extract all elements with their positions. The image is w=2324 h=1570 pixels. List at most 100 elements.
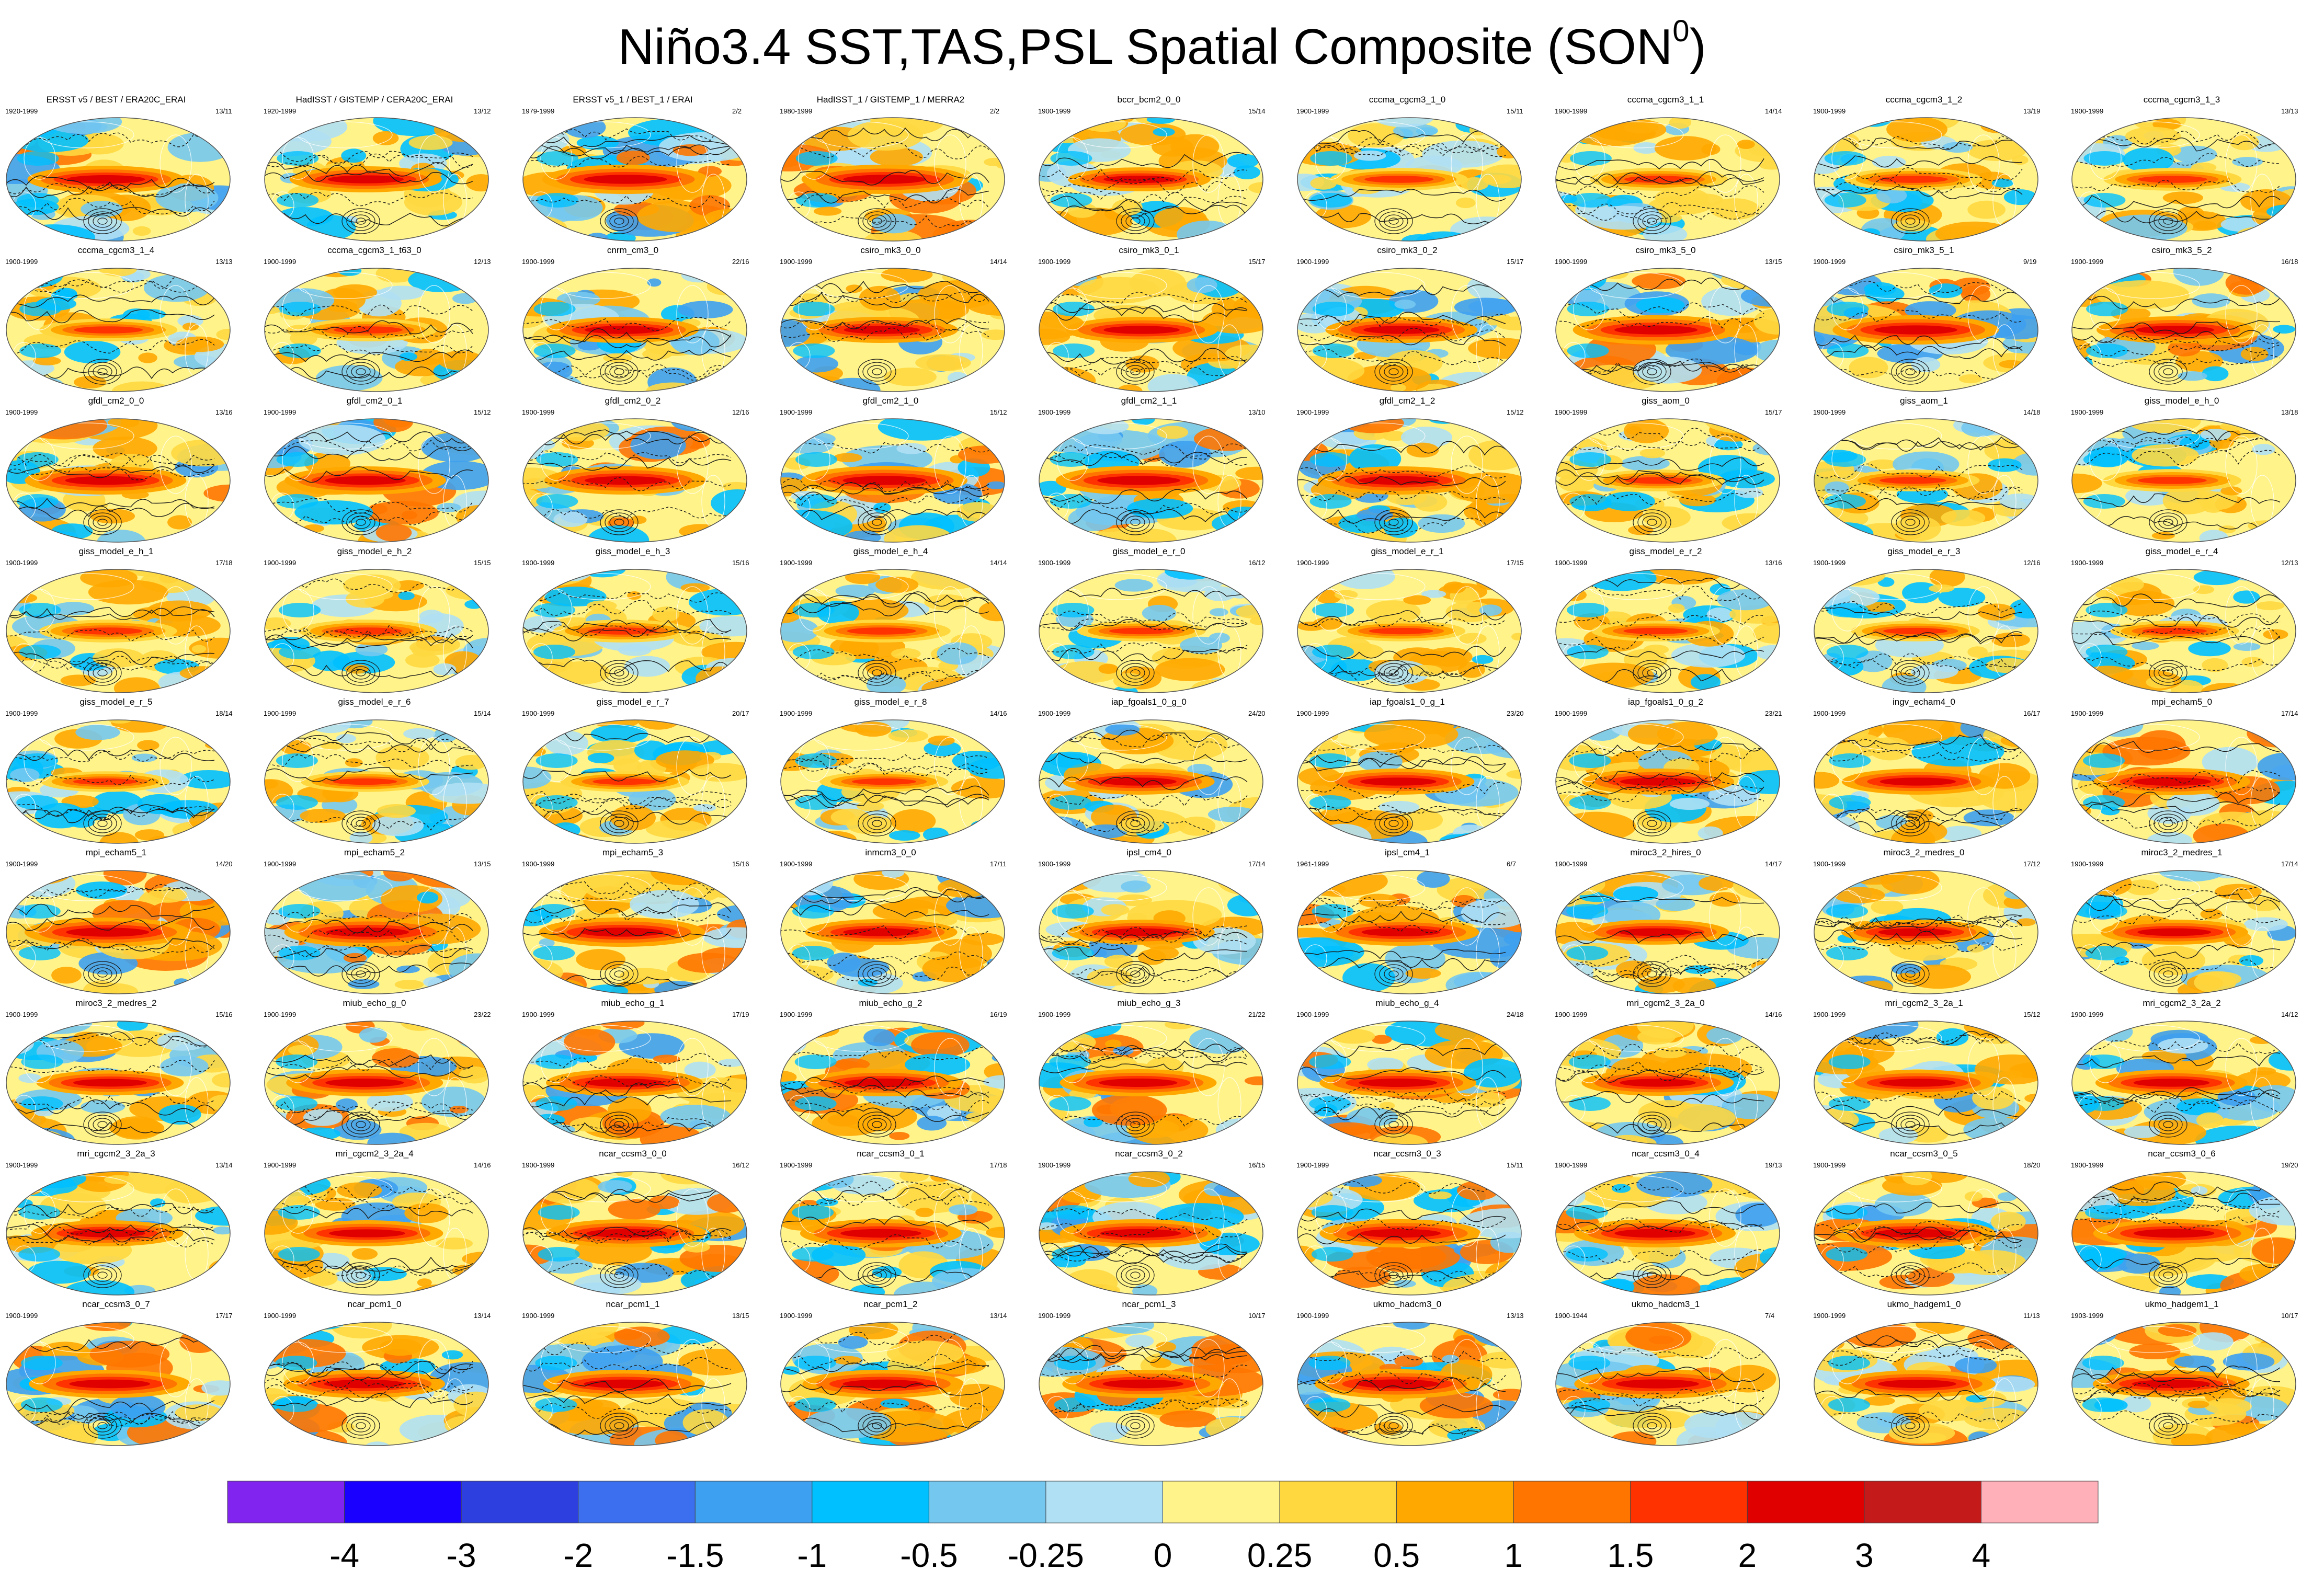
psl-contour — [1039, 292, 1248, 305]
psl-contour — [1896, 964, 1925, 984]
anomaly-blob — [979, 675, 1005, 693]
anomaly-blob — [1643, 569, 1723, 585]
anomaly-blob — [1814, 268, 1861, 283]
anomaly-blob — [1722, 749, 1780, 774]
psl-contour — [1039, 946, 1248, 961]
anomaly-blob — [716, 904, 747, 924]
anomaly-blob — [1938, 588, 1986, 608]
psl-contour — [341, 359, 380, 385]
anomaly-blob — [984, 1063, 1005, 1080]
psl-contour — [2072, 632, 2281, 646]
psl-contour — [614, 669, 624, 677]
panel-map — [1297, 870, 1522, 994]
psl-contour — [1633, 961, 1671, 987]
psl-contour — [872, 1121, 882, 1128]
anomaly-blob — [1722, 513, 1780, 533]
coastline — [282, 739, 314, 782]
anomaly-blob — [438, 350, 484, 371]
psl-contour — [781, 441, 989, 454]
coastline — [540, 589, 573, 632]
map-panel: giss_model_e_r_8 1900-1999 14/16 — [774, 697, 1033, 850]
psl-contour — [1297, 334, 1506, 346]
psl-contour — [1130, 669, 1141, 677]
panel-name: ncar_pcm1_1 — [606, 1299, 660, 1309]
anomaly-blob — [723, 823, 745, 833]
anomaly-blob — [1204, 586, 1236, 601]
psl-contour — [523, 902, 732, 918]
anomaly-blob — [355, 642, 388, 657]
anomaly-blob — [813, 207, 842, 216]
map-panel: HadISST / GISTEMP / CERA20C_ERAI 1920-199… — [258, 95, 517, 247]
panel-years: 1900-1999 — [1813, 1011, 1846, 1018]
anomaly-blob — [192, 419, 216, 429]
anomaly-blob — [1717, 589, 1774, 611]
psl-contour — [609, 666, 629, 680]
anomaly-blob — [1636, 296, 1685, 314]
panel-years: 1900-1999 — [522, 559, 555, 567]
psl-contour — [1891, 509, 1930, 535]
psl-contour — [867, 365, 887, 379]
warm-tongue — [1878, 176, 1948, 183]
cool-anomaly — [21, 1055, 63, 1069]
anomaly-blob — [399, 352, 417, 361]
panel-name: iap_fgoals1_0_g_0 — [1111, 697, 1187, 707]
psl-contour — [6, 309, 215, 324]
panel-name: ncar_pcm1_2 — [863, 1299, 918, 1309]
anomaly-blob — [1742, 1177, 1780, 1191]
title-main: Niño3.4 SST,TAS,PSL Spatial Composite (S… — [618, 19, 1673, 75]
map-panel: ncar_ccsm3_0_4 1900-1999 19/13 — [1550, 1149, 1808, 1301]
anomaly-blob — [1309, 986, 1331, 994]
anomaly-blob — [1864, 282, 1897, 296]
psl-contour — [1039, 306, 1248, 323]
cool-anomaly — [1567, 343, 1609, 358]
anomaly-blob — [2193, 221, 2217, 230]
psl-contour — [6, 607, 215, 620]
panel-name: giss_model_e_h_0 — [2144, 396, 2219, 406]
anomaly-blob — [1737, 140, 1755, 150]
map-border — [2071, 117, 2296, 242]
psl-contour — [1814, 919, 2023, 933]
anomaly-blob — [945, 220, 995, 235]
psl-contour — [523, 928, 732, 939]
cool-anomaly — [1050, 494, 1092, 509]
psl-contour — [1556, 360, 1764, 375]
psl-contour — [1556, 741, 1764, 756]
anomaly-blob — [652, 606, 680, 622]
panel-name: cccma_cgcm3_1_3 — [2143, 95, 2220, 105]
anomaly-blob — [452, 293, 478, 304]
psl-contour — [1905, 519, 1916, 526]
map-border — [1555, 418, 1780, 543]
anomaly-blob — [216, 328, 230, 340]
psl-contour — [872, 368, 882, 375]
psl-contour — [614, 519, 624, 526]
anomaly-blob — [1113, 672, 1144, 689]
anomaly-blob — [1159, 440, 1211, 468]
panel-years: 1900-1999 — [1296, 408, 1329, 416]
anomaly-blob — [875, 577, 919, 593]
warm-tongue — [327, 175, 404, 184]
psl-contour — [1556, 955, 1764, 970]
psl-contour — [781, 763, 989, 776]
anomaly-blob — [891, 809, 936, 833]
panel-years: 1900-1999 — [780, 258, 813, 266]
panel-count: 13/14 — [215, 1161, 233, 1169]
psl-contour — [1039, 931, 1248, 947]
anomaly-blob — [1669, 118, 1692, 129]
psl-contour — [265, 754, 473, 768]
psl-contour — [1039, 204, 1248, 219]
psl-contour — [88, 362, 117, 382]
anomaly-blob — [1997, 1192, 2017, 1201]
psl-contour — [6, 294, 215, 308]
coastline — [24, 589, 56, 632]
panel-map — [1814, 268, 2038, 392]
psl-contour — [6, 903, 215, 918]
psl-contour — [1900, 515, 1920, 529]
anomaly-blob — [1459, 633, 1487, 645]
cool-anomaly — [1312, 946, 1354, 960]
anomaly-blob — [937, 642, 978, 665]
anomaly-blob — [1246, 229, 1263, 241]
warm-tongue — [584, 1379, 665, 1389]
anomaly-blob — [1461, 177, 1489, 191]
anomaly-blob — [1118, 818, 1165, 834]
cool-anomaly — [1569, 753, 1611, 768]
